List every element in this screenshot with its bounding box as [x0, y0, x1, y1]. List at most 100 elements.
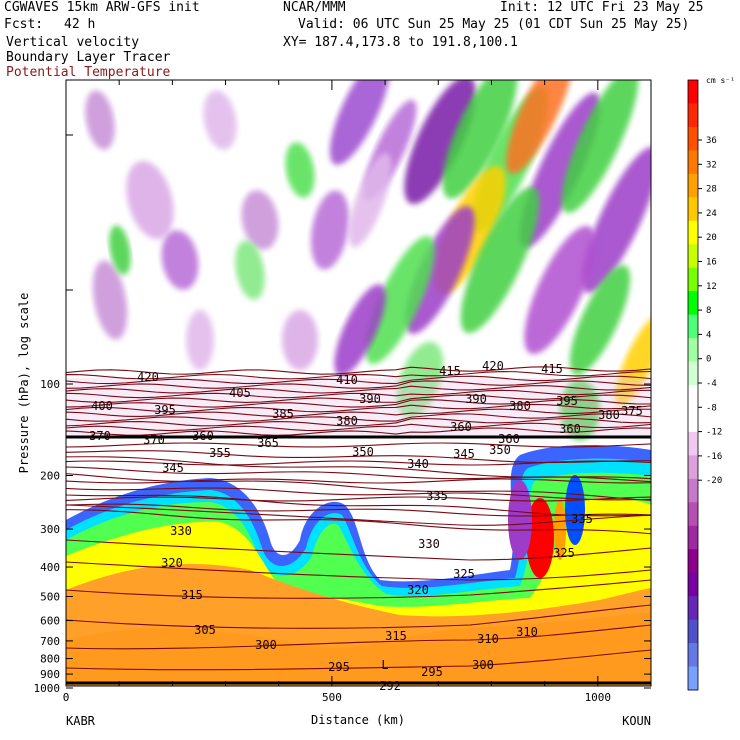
isentrope-label: 295 — [421, 665, 443, 679]
colorbar-swatch — [688, 596, 698, 621]
colorbar-swatch — [688, 385, 698, 409]
colorbar-frame — [687, 79, 699, 691]
isentrope-label: 365 — [257, 436, 279, 450]
isentrope-line — [66, 399, 651, 408]
isentrope-label: 345 — [453, 447, 475, 461]
velocity-contour-blob — [310, 190, 350, 270]
velocity-contour-blob — [519, 92, 601, 248]
colorbar-unit: cm s⁻¹ — [706, 76, 735, 85]
isentrope-line — [66, 380, 651, 389]
isentrope-label: 295 — [328, 660, 350, 674]
isentrope-line — [66, 460, 651, 466]
isentrope-label: 405 — [229, 386, 251, 400]
isentrope-label: 390 — [359, 392, 381, 406]
forecast-hour: 42 h — [64, 17, 96, 32]
x-axis-label: Distance (km) — [311, 713, 405, 727]
isentrope-line — [66, 366, 651, 375]
colorbar-label: -8 — [706, 403, 717, 413]
velocity-contour-blob — [460, 186, 540, 334]
isentrope-line — [66, 504, 651, 526]
velocity-contour-blob — [161, 230, 199, 290]
isentrope-label: 360 — [192, 429, 214, 443]
colorbar-swatch — [688, 291, 698, 316]
cross-section-endpoints: XY= 187.4,173.8 to 191.8,100.1 — [283, 35, 518, 50]
y-tick-label: 500 — [40, 590, 60, 603]
velocity-contour-blob — [348, 152, 392, 248]
boundary-layer-field — [66, 445, 651, 686]
isentrope-label: 400 — [91, 399, 113, 413]
y-tick-label: 400 — [40, 561, 60, 574]
x-tick-label: 500 — [322, 691, 342, 704]
y-tick-label: 300 — [40, 523, 60, 536]
isentrope-label: 370 — [89, 429, 111, 443]
velocity-contour-blob — [334, 284, 386, 376]
y-tick-label: 700 — [40, 635, 60, 648]
isentrope-line — [66, 375, 651, 385]
isentrope-line — [66, 403, 651, 413]
colorbar-label: 4 — [706, 330, 711, 340]
colorbar-swatch — [688, 361, 698, 386]
isentrope-label: 360 — [450, 420, 472, 434]
isentrope-label: 410 — [336, 373, 358, 387]
x-axis: 0 500 1000 — [63, 80, 652, 704]
isentropes — [66, 366, 651, 671]
velocity-contour-blob — [186, 310, 214, 370]
y-tick-label: 1000 — [34, 682, 61, 695]
velocity-contour-blob — [92, 260, 128, 340]
isentrope-label: 300 — [255, 638, 277, 652]
isentrope-line — [66, 408, 651, 418]
isentrope-line — [66, 604, 651, 629]
isentrope-line — [66, 624, 651, 650]
velocity-contour-blob — [524, 225, 596, 355]
isentrope-line — [66, 579, 651, 599]
isentrope-label: 380 — [509, 399, 531, 413]
velocity-contour-blob — [241, 190, 279, 250]
velocity-contour-blob — [569, 265, 631, 375]
velocity-contour-blob — [85, 90, 115, 150]
isentrope-label: 420 — [482, 359, 504, 373]
colorbar-label: 32 — [706, 160, 717, 170]
isentrope-label: 330 — [418, 537, 440, 551]
isentrope-line — [66, 422, 651, 432]
velocity-contour-blob — [404, 80, 476, 205]
isentrope-label: 355 — [209, 446, 231, 460]
colorbar-label: 8 — [706, 306, 711, 316]
isentrope-label: 390 — [465, 392, 487, 406]
isentrope-line — [66, 478, 651, 484]
isentrope-label: 380 — [336, 414, 358, 428]
isentrope-line — [66, 487, 651, 501]
isentrope-label: 385 — [272, 407, 294, 421]
isentrope-label: 380 — [598, 408, 620, 422]
colorbar-swatch — [688, 408, 698, 433]
isentrope-line — [66, 427, 651, 436]
y-tick-label: 100 — [40, 378, 60, 391]
y-tick-label: 200 — [40, 470, 60, 483]
colorbar-swatch — [688, 267, 698, 292]
isentrope-line — [66, 503, 651, 517]
isentrope-line — [66, 442, 651, 448]
isentrope-line — [66, 473, 651, 501]
colorbar-label: 16 — [706, 258, 717, 268]
colorbar-swatch — [688, 549, 698, 574]
velocity-contour-blob — [203, 90, 237, 150]
colorbar-swatch — [688, 150, 698, 175]
isentrope-line — [66, 417, 651, 427]
velocity-contour-blob — [282, 310, 318, 370]
isentrope-line — [66, 649, 651, 671]
isentrope-label: 325 — [553, 546, 575, 560]
isentrope-label: 395 — [154, 403, 176, 417]
isentrope-label: 415 — [541, 362, 563, 376]
colorbar-label: 36 — [706, 136, 717, 146]
isentrope-label: 310 — [516, 625, 538, 639]
isentrope-label: 335 — [571, 512, 593, 526]
y-axis-label: Pressure (hPa), log scale — [17, 293, 31, 474]
velocity-contour-blob — [506, 80, 574, 174]
field-potential-temperature: Potential Temperature — [6, 65, 171, 80]
colorbar-swatch — [688, 338, 698, 363]
isentrope-label: 305 — [194, 623, 216, 637]
colorbar: 36 32 28 24 20 16 12 8 4 0 -4 -8 -12 -16 -20 — [687, 79, 722, 691]
velocity-contour-blob — [109, 225, 131, 275]
colorbar-swatch — [688, 126, 698, 151]
model-title: CGWAVES 15km ARW-GFS init — [4, 0, 200, 15]
isentrope-line — [66, 385, 651, 394]
